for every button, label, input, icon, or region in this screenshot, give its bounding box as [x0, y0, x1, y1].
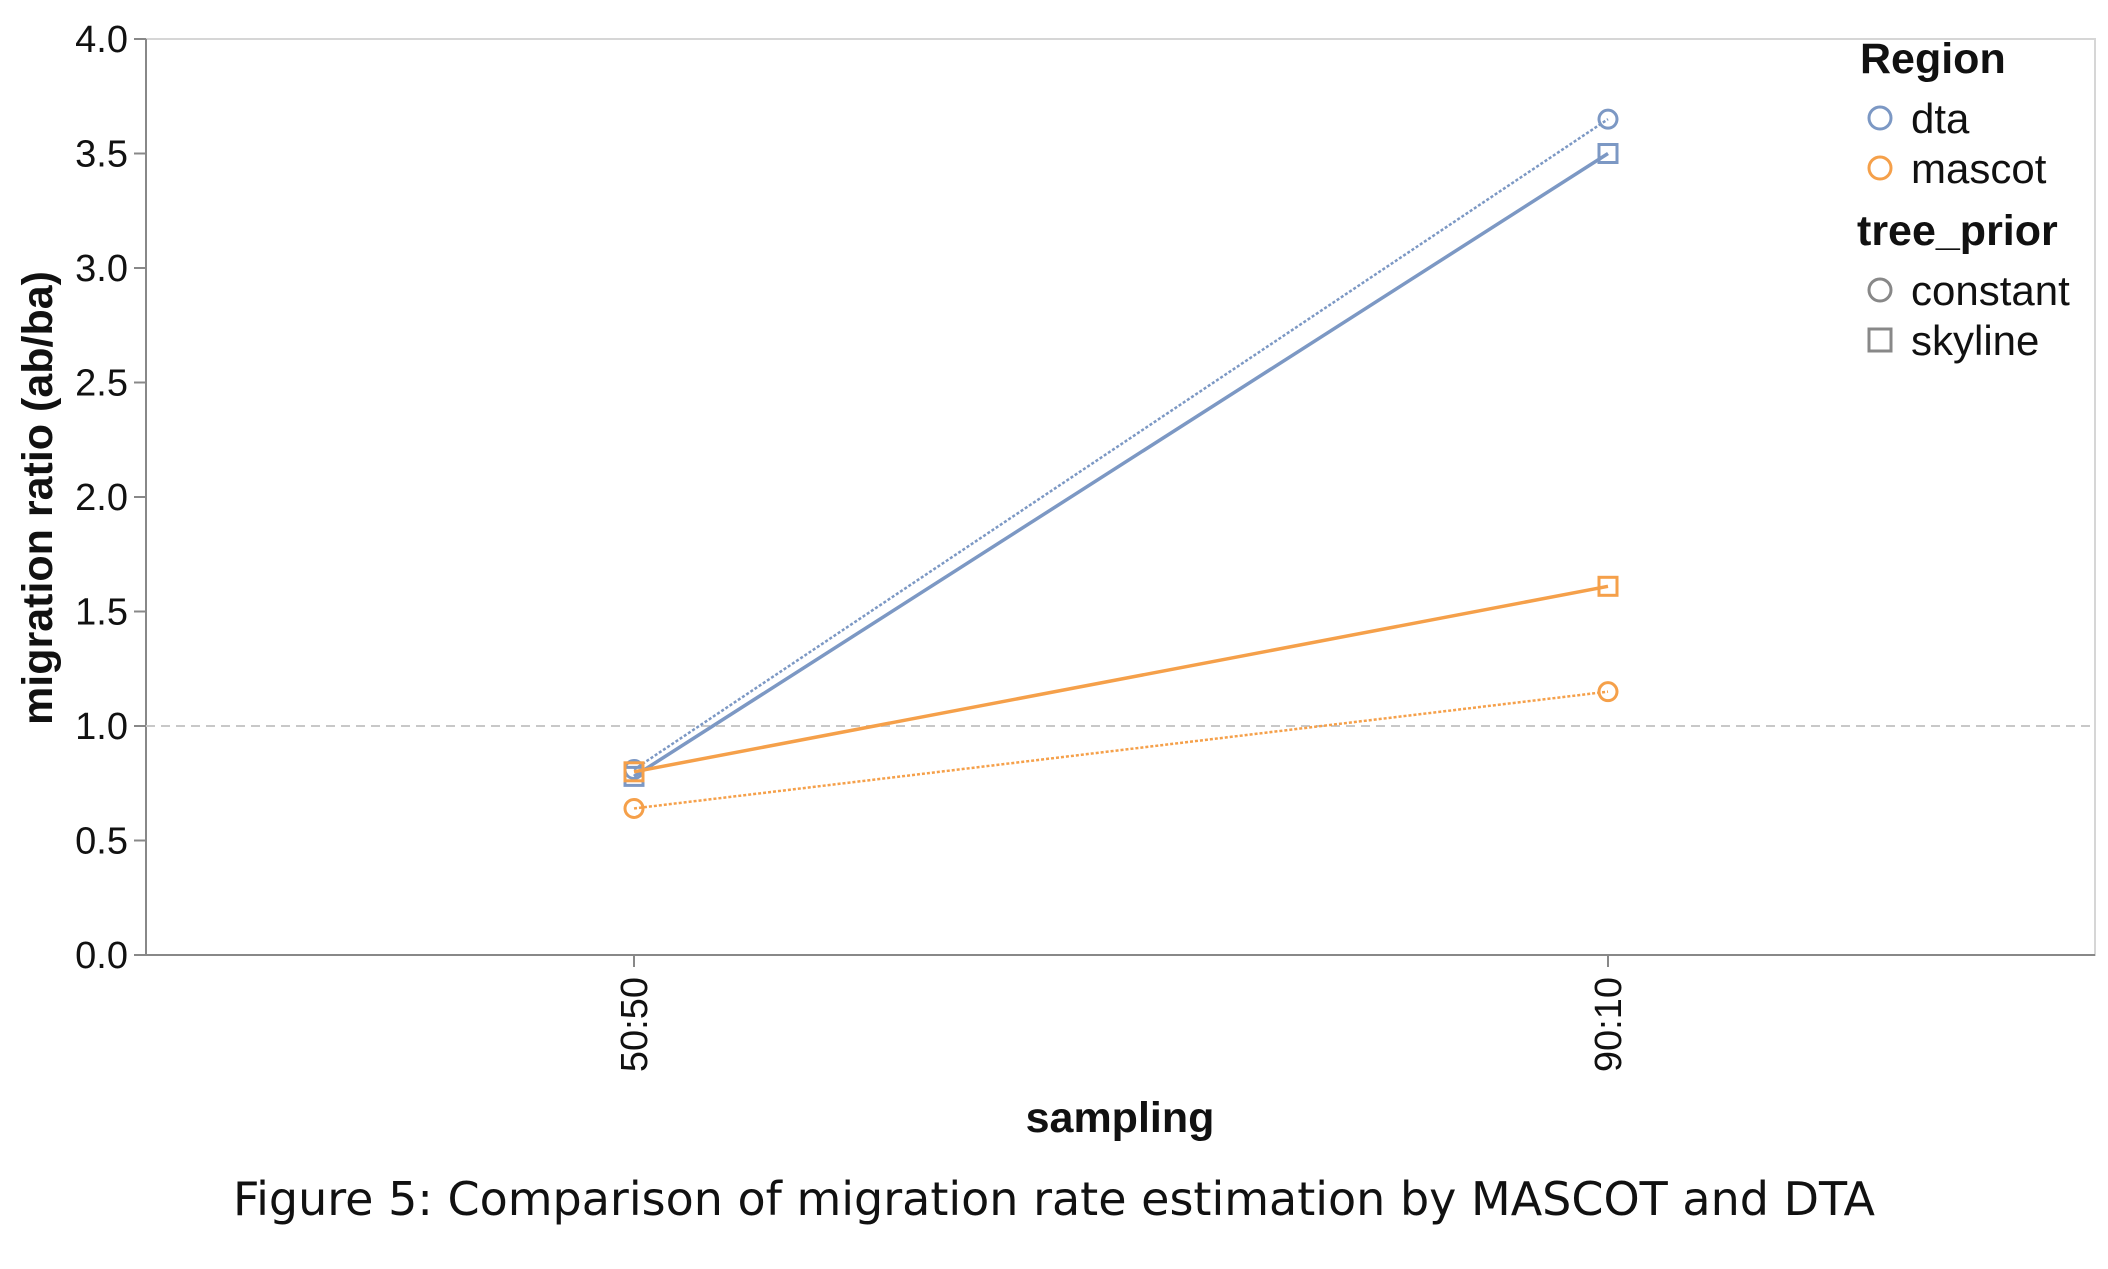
legend-title-region: Region	[1860, 35, 2006, 83]
series-line	[633, 690, 1609, 810]
x-axis: 50:50 90:10	[614, 955, 1630, 1072]
series-mascot-skyline	[623, 575, 1619, 783]
y-tick-label: 0.0	[75, 935, 128, 977]
series-line	[633, 118, 1609, 771]
legend-symbol-mascot	[1867, 155, 1893, 181]
series-layer	[623, 108, 1619, 819]
x-tick-label: 90:10	[1588, 977, 1630, 1072]
figure-caption: Figure 5: Comparison of migration rate e…	[233, 1172, 1875, 1226]
legend-label-mascot: mascot	[1911, 145, 2047, 192]
series-dta-skyline	[623, 143, 1619, 787]
x-tick-label: 50:50	[614, 977, 656, 1072]
y-tick-label: 0.5	[75, 821, 128, 863]
y-tick-label: 1.5	[75, 592, 128, 634]
data-point	[1597, 108, 1619, 130]
data-point	[1597, 143, 1619, 164]
plot-border	[145, 38, 2096, 956]
data-point	[1597, 575, 1619, 597]
legend-symbol-skyline	[1867, 327, 1893, 353]
y-axis-title: migration ratio (ab/ba)	[14, 271, 62, 725]
legend-label-dta: dta	[1911, 95, 1970, 142]
y-tick-label: 2.5	[75, 363, 128, 405]
data-point	[1597, 681, 1619, 703]
y-tick-label: 4.0	[75, 19, 128, 61]
data-point	[623, 797, 645, 819]
data-point	[623, 761, 645, 783]
legend-title-tree-prior: tree_prior	[1857, 207, 2058, 255]
legend-label-skyline: skyline	[1911, 317, 2039, 364]
legend-symbol-constant	[1867, 277, 1893, 303]
legend-label-constant: constant	[1911, 267, 2070, 314]
series-line	[633, 152, 1609, 778]
legend-symbol-dta	[1867, 105, 1893, 131]
y-tick-label: 3.5	[75, 134, 128, 176]
y-tick-label: 1.0	[75, 706, 128, 748]
plot-area	[145, 38, 2096, 956]
y-tick-label: 2.0	[75, 477, 128, 519]
series-line	[633, 584, 1609, 774]
y-axis: 0.0 0.5 1.0 1.5 2.0 2.5 3.0 3.5 4.0	[75, 19, 146, 977]
y-tick-label: 3.0	[75, 248, 128, 290]
series-mascot-constant	[623, 681, 1619, 819]
x-axis-title: sampling	[1026, 1094, 1215, 1142]
